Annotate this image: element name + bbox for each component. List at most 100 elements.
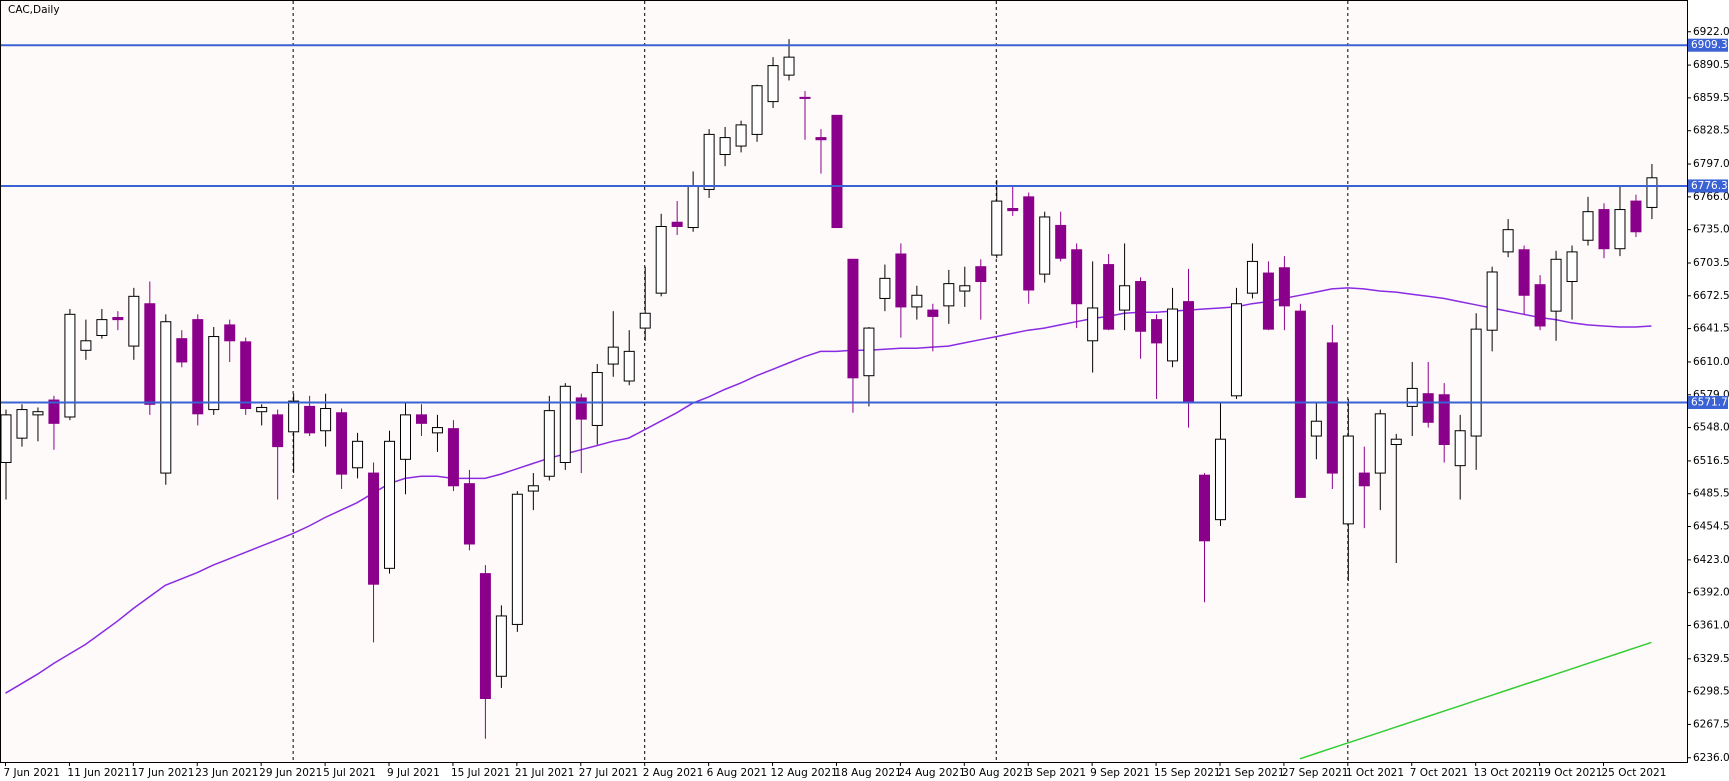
x-tick-label: 15 Sep 2021 (1154, 767, 1221, 779)
candle-body (975, 266, 987, 283)
moving-average-line (5, 287, 1652, 694)
candle-body (735, 124, 747, 147)
candle-body (1135, 281, 1147, 332)
candle-body (1374, 413, 1386, 474)
candle-body (639, 312, 651, 329)
candle-body (1294, 310, 1306, 498)
candle-body (1167, 308, 1179, 362)
candle-body (1087, 307, 1099, 342)
candle-body (288, 400, 300, 433)
candle-body (336, 412, 348, 475)
candle-body (607, 346, 619, 365)
candle-body (1, 414, 12, 463)
x-tick-label: 7 Jun 2021 (4, 767, 60, 779)
candle-body (1518, 249, 1530, 296)
y-tick-label: 6672.5 (1693, 290, 1729, 302)
x-tick-label: 30 Aug 2021 (962, 767, 1029, 779)
y-tick-label: 6828.5 (1693, 125, 1729, 137)
x-tick-label: 17 Jun 2021 (131, 767, 194, 779)
candle-body (751, 85, 763, 135)
candle-body (32, 411, 44, 416)
candle-body (415, 414, 427, 424)
candle-body (128, 295, 140, 347)
candle-body (463, 483, 475, 545)
candle-body (272, 414, 284, 448)
plot-area (0, 0, 1688, 763)
candle-body (1071, 249, 1083, 305)
y-tick-label: 6641.5 (1693, 323, 1729, 335)
candle-body (112, 317, 124, 321)
candle-body (703, 133, 715, 190)
candle-body (447, 428, 459, 487)
candle-body (1358, 472, 1370, 487)
candle-body (783, 56, 795, 76)
x-tick-label: 6 Aug 2021 (707, 767, 768, 779)
candle-body (1262, 272, 1274, 330)
candle-body (655, 225, 667, 294)
candle-body (719, 137, 731, 156)
y-tick-label: 6361.0 (1693, 619, 1729, 631)
candle-body (991, 200, 1003, 256)
candle-body (1214, 438, 1226, 521)
candle-body (479, 573, 491, 699)
candle-body (1646, 177, 1658, 208)
candle-body (623, 350, 635, 382)
candle-body (1039, 216, 1051, 275)
candle-body (384, 440, 396, 569)
candle-body (256, 406, 268, 413)
x-tick-label: 5 Jul 2021 (323, 767, 376, 779)
candle-body (1550, 258, 1562, 312)
candle-body (1390, 438, 1402, 446)
x-tick-label: 7 Oct 2021 (1410, 767, 1468, 779)
candle-body (863, 327, 875, 377)
candle-body (224, 324, 236, 342)
candle-body (943, 283, 955, 307)
candle-body (559, 385, 571, 463)
y-tick-label: 6859.5 (1693, 92, 1729, 104)
candle-body (368, 472, 380, 585)
candle-body (1246, 260, 1258, 294)
x-tick-label: 23 Jun 2021 (195, 767, 258, 779)
candle-body (671, 221, 683, 227)
candle-body (1534, 284, 1546, 327)
candle-body (687, 185, 699, 229)
candle-body (1199, 474, 1210, 542)
candle-body (1183, 301, 1195, 403)
plot (1, 1, 1687, 762)
y-tick-label: 6329.5 (1693, 653, 1729, 665)
candle-body (831, 114, 843, 229)
candle-body (1454, 430, 1466, 467)
candle-body (911, 294, 923, 308)
x-tick-label: 21 Sep 2021 (1218, 767, 1285, 779)
x-tick-label: 19 Oct 2021 (1538, 767, 1603, 779)
level-label: 6571.7 (1691, 396, 1728, 408)
x-tick-label: 1 Oct 2021 (1346, 767, 1404, 779)
x-tick-label: 3 Sep 2021 (1026, 767, 1086, 779)
candle-body (1230, 303, 1242, 397)
candle-body (144, 303, 156, 405)
chart-title: CAC,Daily (8, 4, 60, 16)
level-label-box (1688, 179, 1728, 193)
candle-body (847, 258, 859, 379)
x-tick-label: 13 Oct 2021 (1474, 767, 1539, 779)
x-tick-label: 18 Aug 2021 (834, 767, 901, 779)
candle-body (1598, 209, 1610, 250)
candle-body (96, 319, 108, 336)
candle-body (527, 485, 539, 492)
x-tick-label: 25 Oct 2021 (1602, 767, 1667, 779)
candle-body (320, 408, 332, 432)
candle-body (591, 372, 603, 426)
y-tick-label: 6735.0 (1693, 224, 1729, 236)
y-tick-label: 6423.0 (1693, 554, 1729, 566)
candle-body (1438, 394, 1450, 445)
candle-body (1151, 319, 1163, 344)
candle-body (1614, 209, 1626, 250)
x-tick-label: 27 Jul 2021 (579, 767, 638, 779)
candle-body (495, 615, 507, 677)
y-tick-label: 6766.0 (1693, 191, 1729, 203)
x-tick-label: 29 Jun 2021 (259, 767, 322, 779)
candle-body (80, 340, 92, 351)
candle-body (1630, 200, 1642, 233)
x-tick-label: 9 Sep 2021 (1090, 767, 1150, 779)
